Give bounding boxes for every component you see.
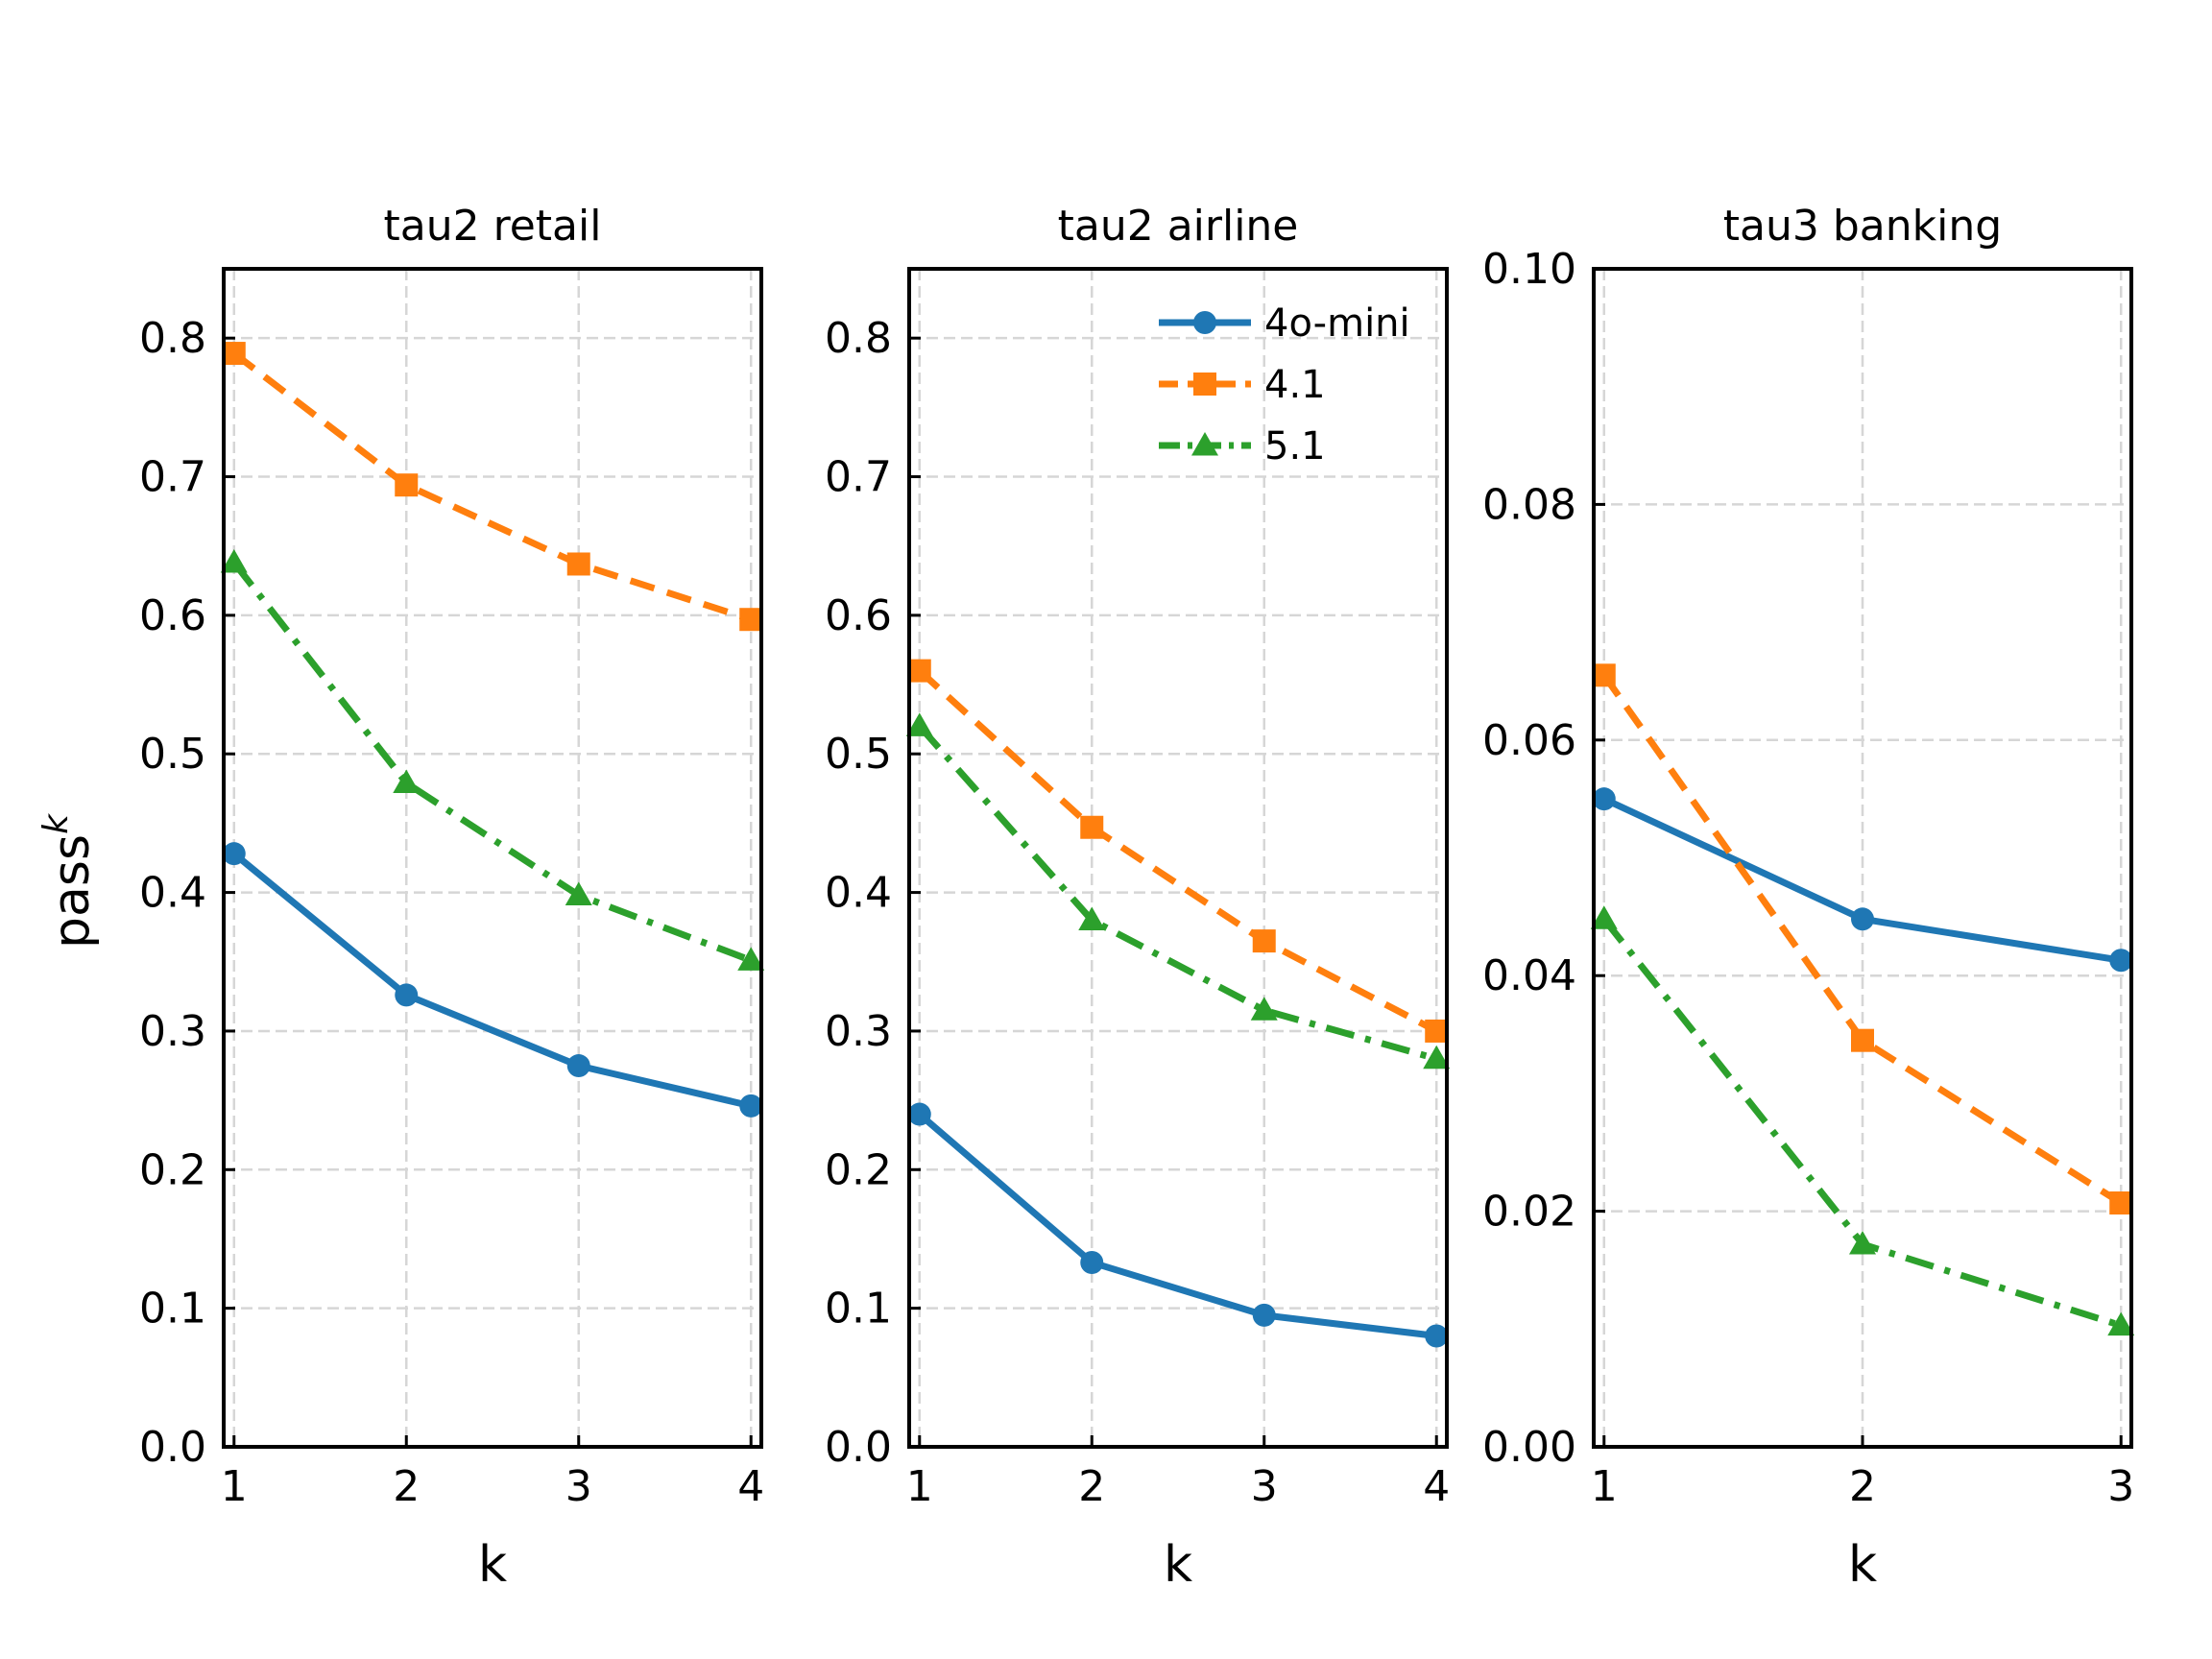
data-point-4o-mini: [222, 842, 246, 866]
legend-label-4o-mini: 4o-mini: [1264, 301, 1410, 346]
data-point-4o-mini: [566, 1054, 590, 1078]
legend-label-4.1: 4.1: [1264, 363, 1326, 407]
data-point-4.1: [1592, 663, 1616, 687]
x-tick-label: 4: [1423, 1462, 1450, 1511]
y-tick-label: 0.10: [1482, 245, 1576, 294]
data-point-4o-mini: [907, 1102, 931, 1126]
data-point-4o-mini: [395, 983, 419, 1007]
data-point-4.1: [1425, 1019, 1449, 1043]
x-tick-label: 3: [2107, 1462, 2134, 1511]
data-point-5.1: [393, 769, 421, 794]
y-tick-label: 0.6: [139, 591, 206, 640]
data-point-4o-mini: [2109, 949, 2133, 973]
x-tick-label: 4: [737, 1462, 764, 1511]
x-tick-label: 1: [1591, 1462, 1618, 1511]
plot-frame: [907, 267, 1449, 1449]
x-axis-label: k: [1164, 1536, 1192, 1594]
panel-title: tau3 banking: [1723, 202, 2002, 251]
panel-title: tau2 retail: [384, 202, 602, 251]
y-tick-label: 0.08: [1482, 480, 1576, 529]
y-tick-label: 0.2: [139, 1145, 206, 1194]
y-tick-label: 0.3: [139, 1007, 206, 1056]
data-point-4o-mini: [739, 1094, 763, 1118]
data-point-5.1: [220, 549, 248, 573]
data-point-4.1: [739, 608, 763, 632]
x-tick-label: 3: [1251, 1462, 1278, 1511]
y-tick-label: 0.4: [825, 869, 892, 918]
data-point-5.1: [1078, 906, 1106, 930]
x-tick-label: 2: [1849, 1462, 1876, 1511]
x-axis-label: k: [478, 1536, 507, 1594]
y-tick-label: 0.5: [825, 730, 892, 779]
panel-title: tau2 airline: [1058, 202, 1299, 251]
data-point-5.1: [737, 947, 765, 971]
data-point-4o-mini: [1425, 1324, 1449, 1348]
data-point-4.1: [1851, 1028, 1874, 1052]
data-point-5.1: [1849, 1230, 1876, 1255]
series-line-4.1: [917, 668, 1438, 1035]
y-tick-label: 0.7: [139, 453, 206, 502]
data-point-4.1: [1080, 815, 1104, 839]
data-point-5.1: [2107, 1311, 2135, 1336]
x-axis-label: k: [1848, 1536, 1877, 1594]
data-point-5.1: [1423, 1045, 1451, 1070]
data-point-4o-mini: [1252, 1303, 1276, 1327]
x-tick-label: 3: [565, 1462, 592, 1511]
y-tick-label: 0.4: [139, 869, 206, 918]
data-point-4o-mini: [1851, 907, 1874, 931]
x-tick-label: 2: [1078, 1462, 1105, 1511]
y-tick-label: 0.04: [1482, 951, 1576, 1000]
data-point-5.1: [1590, 905, 1618, 929]
y-tick-label: 0.6: [825, 591, 892, 640]
legend-marker-5.1: [1191, 432, 1218, 456]
plot-frame: [1592, 267, 2133, 1449]
data-point-4.1: [566, 552, 590, 576]
panel-1: 1 2 3 4 0.0 0.1 0.2 0.3 0.4 0.5 0.6 0.7 0.8 tau2 reta…: [139, 202, 765, 1594]
series-line-5.1: [231, 560, 753, 964]
y-tick-label: 0.00: [1482, 1423, 1576, 1472]
data-point-4.1: [222, 342, 246, 366]
data-point-4.1: [2109, 1191, 2133, 1215]
series-line-4.1: [231, 350, 753, 623]
data-point-4.1: [1252, 929, 1276, 953]
y-tick-label: 0.0: [825, 1423, 892, 1472]
data-point-4o-mini: [1080, 1251, 1104, 1275]
panel-2: 1 2 3 4 0.0 0.1 0.2 0.3 0.4 0.5 0.6 0.7 0.8 tau2 airl…: [825, 202, 1451, 1594]
data-point-5.1: [565, 881, 592, 905]
panels: 1 2 3 4 0.0 0.1 0.2 0.3 0.4 0.5 0.6 0.7 0.8 tau2 reta…: [139, 202, 2135, 1594]
x-tick-label: 1: [906, 1462, 933, 1511]
legend: 4o-mini 4.1 5.1: [1159, 301, 1410, 469]
legend-marker-4o-mini: [1193, 311, 1216, 334]
panel-3: 1 2 3 0.00 0.02 0.04 0.06 0.08 0.10 tau3 banking k: [1482, 202, 2135, 1594]
data-point-5.1: [1250, 997, 1278, 1021]
y-tick-label: 0.2: [825, 1145, 892, 1194]
legend-marker-4.1: [1193, 373, 1216, 396]
legend-label-5.1: 5.1: [1264, 424, 1326, 469]
series-line-5.1: [917, 724, 1438, 1063]
x-tick-label: 1: [221, 1462, 248, 1511]
y-tick-label: 0.5: [139, 730, 206, 779]
y-tick-label: 0.3: [825, 1007, 892, 1056]
series-line-4o-mini: [231, 851, 753, 1110]
y-tick-label: 0.06: [1482, 716, 1576, 765]
x-tick-label: 2: [393, 1462, 420, 1511]
series-line-4o-mini: [917, 1111, 1437, 1339]
data-point-4o-mini: [1592, 787, 1616, 811]
y-tick-label: 0.02: [1482, 1188, 1576, 1237]
y-tick-label: 0.1: [139, 1285, 206, 1334]
data-point-4.1: [395, 473, 419, 497]
data-point-4.1: [907, 659, 931, 683]
y-tick-label: 0.8: [825, 314, 892, 363]
data-point-5.1: [905, 712, 933, 736]
y-axis-label: passk: [36, 812, 101, 949]
y-tick-label: 0.8: [139, 314, 206, 363]
y-tick-label: 0.0: [139, 1423, 206, 1472]
y-tick-label: 0.1: [825, 1285, 892, 1334]
y-tick-label: 0.7: [825, 453, 892, 502]
plot-frame: [222, 267, 763, 1449]
